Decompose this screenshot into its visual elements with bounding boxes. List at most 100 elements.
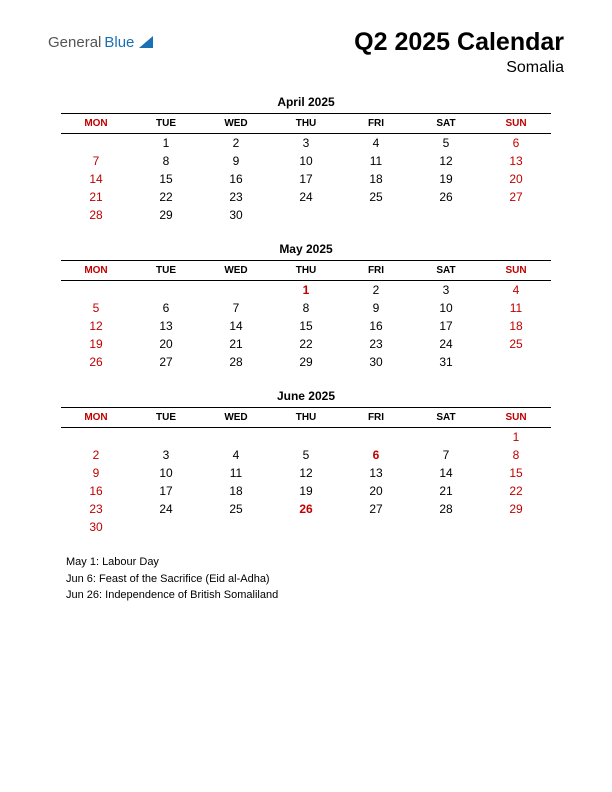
logo: General Blue — [48, 28, 153, 51]
calendar-row: 14151617181920 — [61, 170, 551, 188]
calendar-cell: 24 — [411, 335, 481, 353]
calendar-cell: 21 — [201, 335, 271, 353]
page-subtitle: Somalia — [354, 59, 564, 77]
calendar-cell — [131, 428, 201, 447]
day-header: TUE — [131, 261, 201, 281]
calendar-row: 23242526272829 — [61, 500, 551, 518]
calendar-cell: 26 — [271, 500, 341, 518]
calendar-cell: 8 — [271, 299, 341, 317]
calendar-cell: 25 — [201, 500, 271, 518]
day-header: FRI — [341, 408, 411, 428]
calendar-cell: 6 — [481, 134, 551, 153]
calendar-cell — [131, 281, 201, 300]
month-block: April 2025MONTUEWEDTHUFRISATSUN123456789… — [61, 95, 551, 224]
day-header: SAT — [411, 261, 481, 281]
header: General Blue Q2 2025 Calendar Somalia — [48, 28, 564, 77]
holiday-item: Jun 26: Independence of British Somalila… — [66, 587, 564, 604]
calendar-cell: 23 — [61, 500, 131, 518]
calendar-cell: 4 — [341, 134, 411, 153]
calendar-cell: 9 — [61, 464, 131, 482]
calendar-cell: 7 — [201, 299, 271, 317]
calendar-cell — [131, 518, 201, 536]
day-header: THU — [271, 408, 341, 428]
calendar-cell — [411, 428, 481, 447]
calendar-cell: 16 — [61, 482, 131, 500]
calendar-cell: 21 — [61, 188, 131, 206]
calendar-cell — [341, 518, 411, 536]
calendar-cell: 4 — [201, 446, 271, 464]
calendar-cell: 26 — [61, 353, 131, 371]
calendar-cell — [271, 206, 341, 224]
calendar-cell: 6 — [131, 299, 201, 317]
calendar-row: 16171819202122 — [61, 482, 551, 500]
calendar-cell: 10 — [411, 299, 481, 317]
calendar-cell: 9 — [201, 152, 271, 170]
day-header: THU — [271, 261, 341, 281]
calendar-row: 30 — [61, 518, 551, 536]
calendar-cell: 29 — [481, 500, 551, 518]
calendar-cell: 22 — [481, 482, 551, 500]
calendar-cell: 8 — [481, 446, 551, 464]
calendar-cell — [271, 428, 341, 447]
calendar-cell: 25 — [341, 188, 411, 206]
calendar-row: 19202122232425 — [61, 335, 551, 353]
logo-text-blue: Blue — [104, 34, 134, 51]
calendar-cell: 11 — [481, 299, 551, 317]
day-header: WED — [201, 408, 271, 428]
calendar-cell: 1 — [271, 281, 341, 300]
calendar-cell: 15 — [481, 464, 551, 482]
day-header: FRI — [341, 114, 411, 134]
calendar-cell: 1 — [481, 428, 551, 447]
calendar-cell: 12 — [271, 464, 341, 482]
calendar-cell: 2 — [201, 134, 271, 153]
calendar-cell — [61, 134, 131, 153]
calendar-cell — [201, 281, 271, 300]
calendar-cell — [411, 518, 481, 536]
month-block: May 2025MONTUEWEDTHUFRISATSUN12345678910… — [61, 242, 551, 371]
calendar-cell: 12 — [61, 317, 131, 335]
day-header: SUN — [481, 408, 551, 428]
calendar-cell: 5 — [271, 446, 341, 464]
calendar-cell: 23 — [201, 188, 271, 206]
calendar-cell: 14 — [61, 170, 131, 188]
calendar-cell: 15 — [131, 170, 201, 188]
calendar-cell: 25 — [481, 335, 551, 353]
holiday-item: Jun 6: Feast of the Sacrifice (Eid al-Ad… — [66, 571, 564, 588]
day-header: SUN — [481, 261, 551, 281]
calendar-cell: 18 — [201, 482, 271, 500]
calendar-cell: 18 — [341, 170, 411, 188]
calendar-row: 123456 — [61, 134, 551, 153]
calendar-cell: 3 — [131, 446, 201, 464]
calendar-cell: 10 — [131, 464, 201, 482]
calendar-cell — [411, 206, 481, 224]
calendar-cell: 15 — [271, 317, 341, 335]
calendar-cell — [61, 281, 131, 300]
calendar-cell: 11 — [201, 464, 271, 482]
day-header: FRI — [341, 261, 411, 281]
day-header: MON — [61, 261, 131, 281]
calendar-table: MONTUEWEDTHUFRISATSUN1234567891011121314… — [61, 113, 551, 224]
month-title: April 2025 — [61, 95, 551, 109]
day-header: WED — [201, 261, 271, 281]
calendar-cell — [271, 518, 341, 536]
calendar-cell — [481, 206, 551, 224]
day-header: THU — [271, 114, 341, 134]
calendar-cell — [201, 518, 271, 536]
calendar-cell: 28 — [411, 500, 481, 518]
calendar-cell: 2 — [341, 281, 411, 300]
calendar-row: 282930 — [61, 206, 551, 224]
calendar-container: April 2025MONTUEWEDTHUFRISATSUN123456789… — [48, 95, 564, 536]
calendar-cell: 13 — [341, 464, 411, 482]
calendar-cell: 20 — [341, 482, 411, 500]
calendar-cell: 1 — [131, 134, 201, 153]
calendar-cell — [341, 206, 411, 224]
calendar-row: 1234 — [61, 281, 551, 300]
calendar-cell: 18 — [481, 317, 551, 335]
calendar-cell: 17 — [131, 482, 201, 500]
logo-text-general: General — [48, 34, 101, 51]
month-block: June 2025MONTUEWEDTHUFRISATSUN1234567891… — [61, 389, 551, 536]
logo-sail-icon — [139, 36, 153, 48]
calendar-cell: 20 — [131, 335, 201, 353]
calendar-cell: 23 — [341, 335, 411, 353]
calendar-cell: 19 — [61, 335, 131, 353]
